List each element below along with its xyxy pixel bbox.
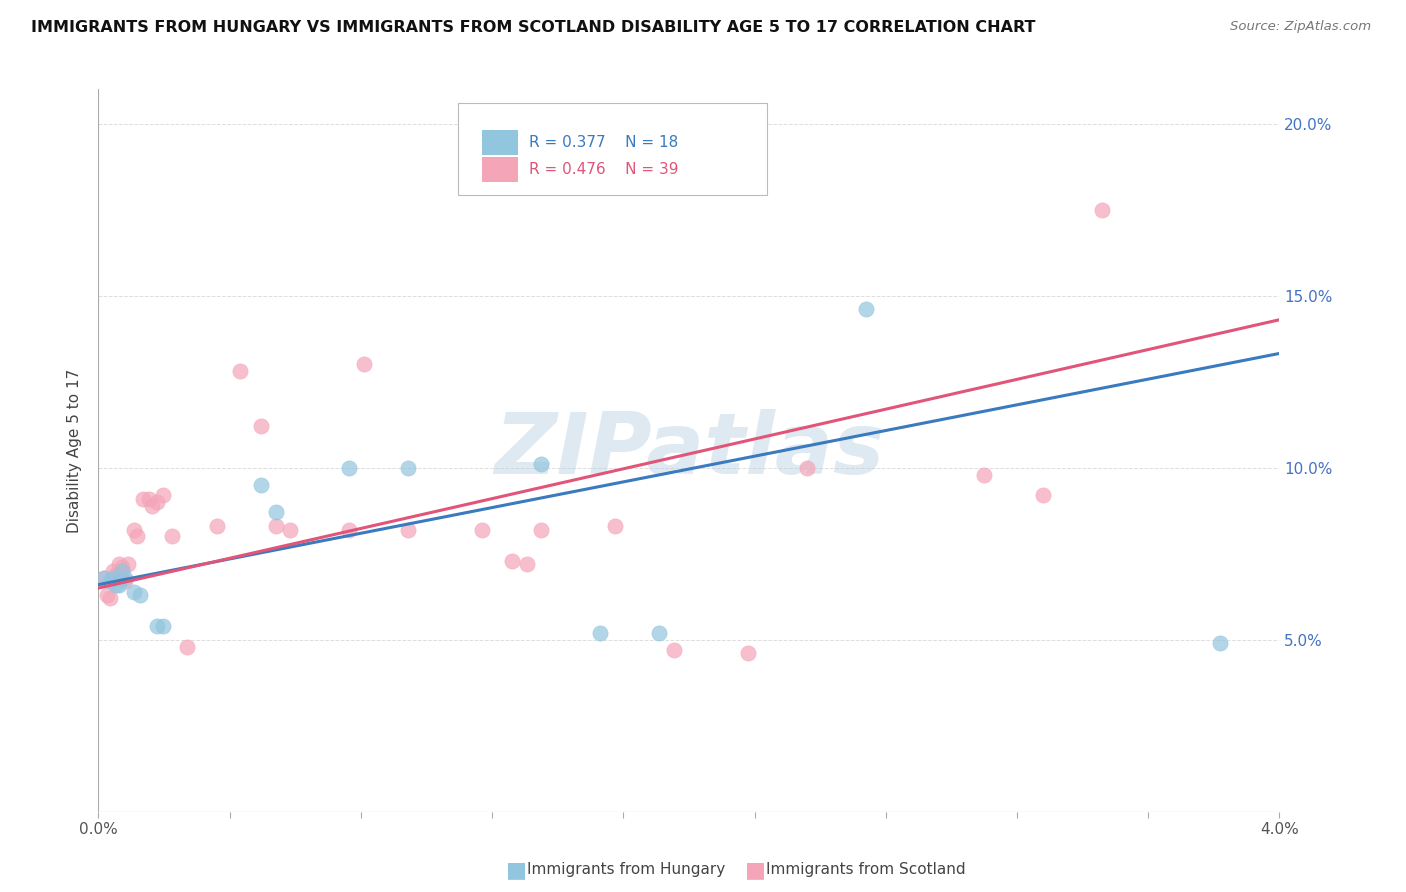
Y-axis label: Disability Age 5 to 17: Disability Age 5 to 17 bbox=[67, 368, 83, 533]
Point bbox=[648, 625, 671, 640]
Point bbox=[98, 591, 121, 606]
Point bbox=[114, 574, 136, 589]
Point bbox=[737, 647, 759, 661]
Text: IMMIGRANTS FROM HUNGARY VS IMMIGRANTS FROM SCOTLAND DISABILITY AGE 5 TO 17 CORRE: IMMIGRANTS FROM HUNGARY VS IMMIGRANTS FR… bbox=[31, 20, 1035, 35]
Text: ZIPatlas: ZIPatlas bbox=[494, 409, 884, 492]
Point bbox=[105, 577, 128, 591]
Point bbox=[589, 625, 612, 640]
Text: ■: ■ bbox=[745, 860, 766, 880]
Point bbox=[114, 571, 136, 585]
Point bbox=[339, 460, 361, 475]
Point bbox=[96, 588, 118, 602]
Point bbox=[141, 499, 163, 513]
Point bbox=[501, 553, 523, 567]
Point bbox=[530, 457, 553, 471]
Point bbox=[205, 519, 228, 533]
Point bbox=[229, 364, 252, 378]
Point bbox=[973, 467, 995, 482]
Point bbox=[1091, 202, 1114, 217]
Point bbox=[264, 519, 287, 533]
Point bbox=[530, 523, 553, 537]
Point bbox=[103, 571, 125, 585]
Point bbox=[128, 588, 150, 602]
Point bbox=[108, 557, 131, 571]
Text: Immigrants from Hungary: Immigrants from Hungary bbox=[527, 863, 725, 877]
Point bbox=[117, 557, 139, 571]
Point bbox=[103, 564, 125, 578]
Point bbox=[93, 571, 115, 585]
Point bbox=[93, 571, 115, 585]
Text: R = 0.377    N = 18: R = 0.377 N = 18 bbox=[530, 135, 679, 150]
Point bbox=[664, 643, 686, 657]
Point bbox=[105, 567, 128, 582]
Point bbox=[339, 523, 361, 537]
Point bbox=[146, 619, 169, 633]
Point bbox=[250, 478, 273, 492]
Text: Source: ZipAtlas.com: Source: ZipAtlas.com bbox=[1230, 20, 1371, 33]
Point bbox=[250, 419, 273, 434]
Point bbox=[398, 460, 420, 475]
Point bbox=[1032, 488, 1054, 502]
Point bbox=[111, 560, 134, 574]
Point bbox=[1209, 636, 1232, 650]
Point bbox=[280, 523, 302, 537]
Point bbox=[516, 557, 538, 571]
Point bbox=[471, 523, 494, 537]
Point bbox=[176, 640, 198, 654]
Point bbox=[138, 491, 160, 506]
Point bbox=[146, 495, 169, 509]
Point bbox=[122, 584, 145, 599]
Point bbox=[98, 574, 121, 589]
Point bbox=[111, 564, 134, 578]
Point bbox=[1357, 691, 1379, 706]
Text: R = 0.476    N = 39: R = 0.476 N = 39 bbox=[530, 162, 679, 178]
Point bbox=[125, 529, 148, 543]
Point bbox=[796, 460, 818, 475]
Point bbox=[162, 529, 183, 543]
Text: ■: ■ bbox=[506, 860, 527, 880]
Point bbox=[264, 505, 287, 519]
Point bbox=[605, 519, 627, 533]
Point bbox=[152, 488, 174, 502]
Text: Immigrants from Scotland: Immigrants from Scotland bbox=[766, 863, 966, 877]
Point bbox=[152, 619, 174, 633]
Point bbox=[132, 491, 155, 506]
Point bbox=[108, 577, 131, 591]
Point bbox=[122, 523, 145, 537]
Point bbox=[855, 302, 877, 317]
Point bbox=[353, 358, 375, 372]
Point bbox=[398, 523, 420, 537]
